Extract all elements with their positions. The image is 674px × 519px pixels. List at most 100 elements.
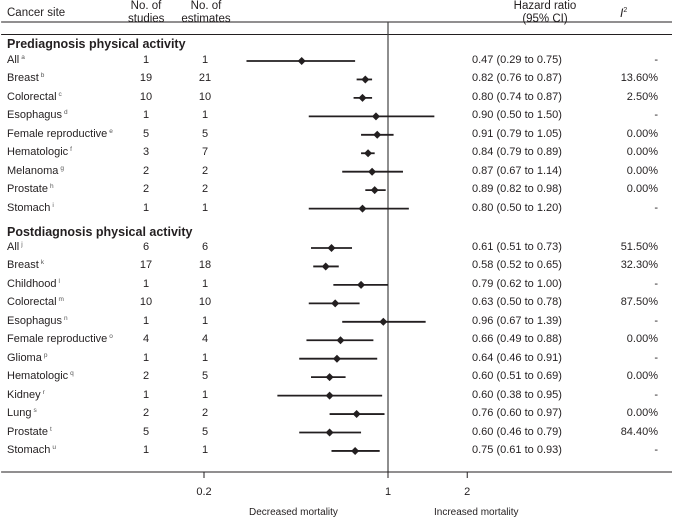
estimates-count: 21: [198, 72, 212, 85]
forest-row-post-lung: Lung s 2 2 0.76 (0.60 to 0.97) 0.00%: [0, 405, 674, 423]
footnote-marker: o: [109, 333, 113, 341]
forest-row-post-prostate: Prostate t 5 5 0.60 (0.46 to 0.79) 84.40%: [0, 424, 674, 442]
site-label: Female reproductive o: [7, 333, 113, 346]
forest-row-post-kidney: Kidney r 1 1 0.60 (0.38 to 0.95) -: [0, 387, 674, 405]
site-label: Lung s: [7, 407, 37, 420]
hazard-ratio-text: 0.47 (0.29 to 0.75): [472, 54, 562, 66]
footnote-marker: g: [60, 164, 64, 172]
frame-lines: [1, 21, 672, 472]
footnote-marker: u: [52, 443, 57, 451]
hazard-ratio-text: 0.64 (0.46 to 0.91): [472, 351, 562, 364]
i-squared-value: -: [654, 388, 658, 401]
hazard-ratio-text: 0.79 (0.62 to 1.00): [472, 277, 562, 290]
forest-row-pre-female-reproductive: Female reproductive e 5 5 0.91 (0.79 to 1.05…: [0, 126, 674, 144]
header-i-squared: I2: [620, 6, 628, 20]
estimates-count: 1: [201, 351, 209, 364]
x-tick-label-2: 2: [464, 486, 470, 498]
i-squared-value: -: [654, 443, 658, 456]
i-squared-value: 87.50%: [620, 296, 658, 309]
site-label: Prostate t: [7, 425, 52, 438]
estimates-count: 1: [201, 388, 209, 401]
hazard-ratio-text: 0.66 (0.49 to 0.88): [472, 333, 562, 346]
header-no-of-studies: No. of studies: [128, 0, 165, 25]
i-squared-value: 2.50%: [626, 90, 658, 103]
x-tick-label-1: 1: [385, 486, 391, 498]
footnote-marker: r: [42, 388, 45, 396]
point-estimate-pre-hematologic: [364, 149, 373, 158]
footnote-marker: l: [58, 277, 60, 285]
footnote-marker: e: [109, 127, 113, 135]
site-label: Breast k: [7, 259, 45, 272]
hazard-ratio-text: 0.89 (0.82 to 0.98): [472, 183, 562, 196]
point-estimate-pre-breast: [361, 75, 370, 84]
footnote-marker: m: [58, 296, 64, 304]
site-label: Kidney r: [7, 388, 45, 401]
point-estimate-pre-female-reproductive: [373, 130, 382, 139]
hazard-ratio-text: 0.80 (0.50 to 1.20): [472, 201, 562, 214]
point-estimate-post-lung: [352, 410, 361, 419]
footnote-marker: b: [40, 72, 45, 80]
hazard-ratio-text: 0.58 (0.52 to 0.65): [472, 259, 562, 272]
estimates-count: 10: [198, 296, 212, 309]
footnote-marker: d: [64, 109, 68, 117]
hazard-ratio-text: 0.91 (0.79 to 1.05): [472, 127, 562, 140]
hazard-ratio-text: 0.60 (0.51 to 0.69): [472, 370, 562, 383]
point-estimate-pre-prostate: [370, 186, 379, 195]
forest-row-post-childhood: Childhood l 1 1 0.79 (0.62 to 1.00) -: [0, 276, 674, 294]
studies-count: 19: [139, 72, 153, 85]
forest-row-post-breast: Breast k 17 18 0.58 (0.52 to 0.65) 32.30%: [0, 257, 674, 275]
studies-count: 10: [139, 296, 153, 309]
point-estimate-post-glioma: [332, 354, 341, 363]
hazard-ratio-text: 0.87 (0.67 to 1.14): [472, 164, 562, 177]
hazard-ratio-text: 0.63 (0.50 to 0.78): [472, 296, 562, 309]
point-estimate-post-colorectal: [331, 299, 340, 308]
studies-count: 5: [142, 425, 150, 438]
studies-count: 2: [142, 164, 150, 177]
hazard-ratio-text: 0.84 (0.79 to 0.89): [472, 146, 562, 159]
i-squared-value: 0.00%: [626, 146, 658, 159]
footnote-marker: n: [64, 314, 68, 322]
site-label: Glioma p: [7, 351, 48, 364]
site-label: Breast b: [7, 72, 45, 85]
studies-count: 1: [142, 54, 150, 66]
forest-row-post-all: All j 6 6 0.61 (0.51 to 0.73) 51.50%: [0, 239, 674, 257]
site-label: All j: [7, 241, 23, 253]
footnote-marker: i: [52, 201, 54, 209]
site-label: Colorectal m: [7, 296, 64, 309]
footnote-marker: p: [43, 351, 48, 359]
hazard-ratio-text: 0.76 (0.60 to 0.97): [472, 407, 562, 420]
site-label: Hematologic q: [7, 370, 74, 383]
estimates-count: 1: [201, 443, 209, 456]
footnote-marker: c: [58, 90, 62, 98]
i-squared-value: 0.00%: [626, 407, 658, 420]
site-label: Stomach i: [7, 201, 54, 214]
point-estimate-post-all: [327, 244, 336, 252]
hazard-ratio-text: 0.82 (0.76 to 0.87): [472, 72, 562, 85]
i-squared-value: -: [654, 277, 658, 290]
footnote-marker: t: [49, 425, 52, 433]
hazard-ratio-text: 0.60 (0.46 to 0.79): [472, 425, 562, 438]
studies-count: 2: [142, 370, 150, 383]
xlabel-decreased-mortality: Decreased mortality: [249, 507, 338, 518]
estimates-count: 7: [201, 146, 209, 159]
forest-marks: [246, 57, 435, 455]
i-squared-value: 0.00%: [626, 370, 658, 383]
point-estimate-post-female-reproductive: [336, 336, 345, 345]
point-estimate-post-stomach: [351, 446, 360, 455]
point-estimate-post-breast: [321, 262, 330, 271]
x-axis: 0.2 1 2: [1, 471, 672, 498]
point-estimate-post-hematologic: [325, 373, 334, 382]
studies-count: 1: [142, 351, 150, 364]
forest-row-post-stomach: Stomach u 1 1 0.75 (0.61 to 0.93) -: [0, 442, 674, 460]
forest-row-pre-hematologic: Hematologic f 3 7 0.84 (0.79 to 0.89) 0.00%: [0, 144, 674, 162]
studies-count: 4: [142, 333, 150, 346]
site-label: Childhood l: [7, 277, 60, 290]
point-estimate-post-esophagus: [379, 317, 388, 326]
i-squared-value: -: [654, 351, 658, 364]
footnote-marker: k: [40, 259, 45, 267]
forest-row-pre-prostate: Prostate h 2 2 0.89 (0.82 to 0.98) 0.00%: [0, 181, 674, 199]
i-squared-value: 13.60%: [620, 72, 658, 85]
header-cancer-site: Cancer site: [7, 7, 66, 19]
studies-count: 1: [142, 388, 150, 401]
